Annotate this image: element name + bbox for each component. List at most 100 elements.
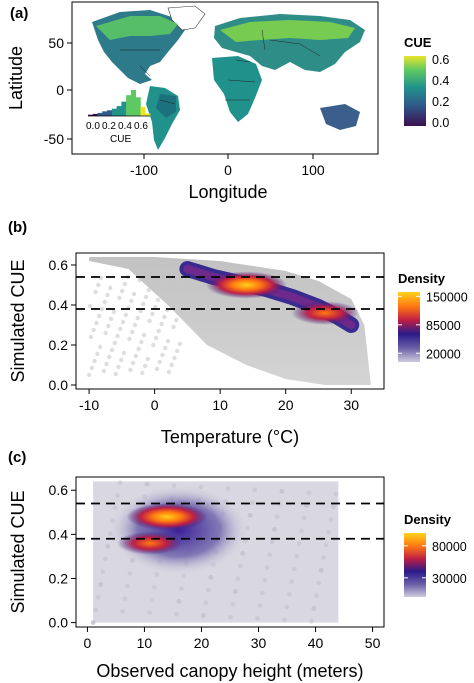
scatter-point bbox=[169, 362, 174, 368]
scatter-point bbox=[299, 528, 304, 534]
scatter-point bbox=[115, 333, 120, 339]
y-tick-label: 0.0 bbox=[49, 615, 69, 631]
panel-b-legend-title: Density bbox=[398, 271, 446, 286]
sea-overlay bbox=[72, 150, 378, 154]
scatter-point bbox=[95, 594, 101, 600]
scatter-point bbox=[149, 597, 155, 603]
scatter-point bbox=[133, 353, 139, 359]
y-tick-label: 0.2 bbox=[49, 337, 69, 353]
panel-a-ytick-50: 50 bbox=[48, 35, 64, 51]
inset-hist-bar bbox=[121, 101, 127, 116]
panel-c-xlabel: Observed canopy height (meters) bbox=[96, 661, 363, 681]
panel-b-ylabel: Simulated CUE bbox=[8, 259, 28, 382]
scatter-point bbox=[142, 363, 148, 369]
scatter-point bbox=[141, 301, 146, 307]
cue-tick-3: 0.6 bbox=[432, 53, 449, 67]
scatter-point bbox=[331, 504, 336, 510]
scatter-point bbox=[119, 357, 124, 363]
scatter-point bbox=[160, 352, 165, 358]
scatter-point bbox=[264, 565, 270, 570]
scatter-point bbox=[272, 527, 278, 532]
density-haze bbox=[110, 485, 248, 575]
panel-a-ylabel: Latitude bbox=[6, 46, 26, 110]
inset-histogram: 0.0 0.2 0.4 0.6 CUE bbox=[86, 90, 151, 145]
scatter-point bbox=[143, 294, 149, 300]
scatter-point bbox=[101, 368, 106, 374]
boreal-band-eurasia bbox=[220, 20, 355, 42]
scatter-point bbox=[122, 281, 128, 287]
panel-c-scatter: (c) 0 10 20 30 40 50 0.0 0.2 0.4 0.6 Observed can… bbox=[8, 449, 467, 681]
x-tick-label: 50 bbox=[365, 635, 381, 651]
scatter-point bbox=[291, 566, 297, 572]
scatter-point bbox=[125, 583, 130, 589]
density-peak-2 bbox=[117, 531, 184, 555]
scatter-point bbox=[97, 344, 103, 350]
scatter-point bbox=[333, 491, 339, 497]
panel-b-plot-area bbox=[76, 257, 384, 385]
scatter-point bbox=[127, 570, 133, 576]
scatter-point bbox=[105, 292, 110, 298]
scatter-point bbox=[176, 310, 182, 316]
scatter-point bbox=[93, 607, 98, 613]
inset-hist-bar bbox=[111, 108, 117, 116]
landmass-africa bbox=[212, 56, 262, 122]
scatter-point bbox=[274, 514, 280, 520]
scatter-point bbox=[92, 358, 97, 364]
scatter-point bbox=[146, 287, 151, 293]
panel-b-axes: -10 0 10 20 30 0.0 0.2 0.4 0.6 bbox=[49, 257, 360, 413]
inset-tick-3: 0.6 bbox=[134, 121, 148, 132]
x-tick-label: 10 bbox=[137, 635, 153, 651]
density-colorbar-b bbox=[398, 292, 420, 362]
y-tick-label: 0.6 bbox=[49, 482, 69, 498]
scatter-point bbox=[147, 610, 152, 616]
scatter-point bbox=[135, 315, 140, 321]
scatter-point bbox=[179, 586, 184, 592]
scatter-point bbox=[237, 563, 243, 569]
scatter-point bbox=[286, 591, 292, 597]
scatter-point bbox=[205, 587, 211, 593]
panel-a-label: (a) bbox=[10, 5, 28, 22]
scatter-point bbox=[176, 599, 182, 604]
scatter-point bbox=[136, 346, 141, 352]
cue-tick-1: 0.2 bbox=[432, 95, 449, 109]
scatter-point bbox=[259, 590, 265, 596]
scatter-point bbox=[120, 319, 126, 325]
panel-a-frame bbox=[71, 1, 379, 155]
panel-a-map: (a) 0.0 0.2 bbox=[6, 1, 449, 202]
scatter-point bbox=[296, 541, 302, 546]
scatter-point bbox=[93, 289, 98, 295]
scatter-point bbox=[267, 552, 273, 558]
x-tick-label: 30 bbox=[251, 635, 267, 651]
scatter-point bbox=[262, 577, 268, 583]
legend-tick-label: 20000 bbox=[426, 347, 461, 361]
scatter-point bbox=[228, 614, 233, 620]
scatter-point bbox=[87, 303, 93, 309]
landmass-australia bbox=[320, 104, 360, 130]
panel-a-ytick-0: 0 bbox=[56, 82, 64, 98]
scatter-point bbox=[174, 317, 179, 323]
inset-hist-bar bbox=[107, 110, 113, 116]
x-tick-label: -10 bbox=[79, 397, 99, 413]
country-borders bbox=[120, 29, 321, 105]
boreal-band bbox=[96, 16, 178, 40]
scatter-point bbox=[128, 367, 133, 373]
panel-a-xtick-0: 0 bbox=[224, 162, 232, 178]
scatter-point bbox=[131, 291, 137, 297]
world-map bbox=[72, 5, 378, 154]
scatter-point bbox=[269, 539, 275, 545]
scatter-point bbox=[139, 339, 144, 345]
legend-tick-label: 150000 bbox=[426, 290, 468, 304]
scatter-point bbox=[103, 330, 108, 336]
scatter-point bbox=[313, 593, 319, 599]
scatter-point bbox=[100, 569, 106, 575]
density-colorbar-c bbox=[404, 533, 426, 597]
scatter-point bbox=[102, 299, 107, 305]
panel-a-legend-title: CUE bbox=[404, 35, 432, 50]
scatter-point bbox=[111, 309, 117, 315]
cue-tick-0: 0.0 bbox=[432, 116, 449, 130]
panel-c-colorbar: Density 30000 80000 bbox=[404, 512, 467, 597]
scatter-point bbox=[112, 505, 118, 511]
scatter-point bbox=[154, 366, 160, 372]
scatter-point bbox=[225, 486, 231, 491]
